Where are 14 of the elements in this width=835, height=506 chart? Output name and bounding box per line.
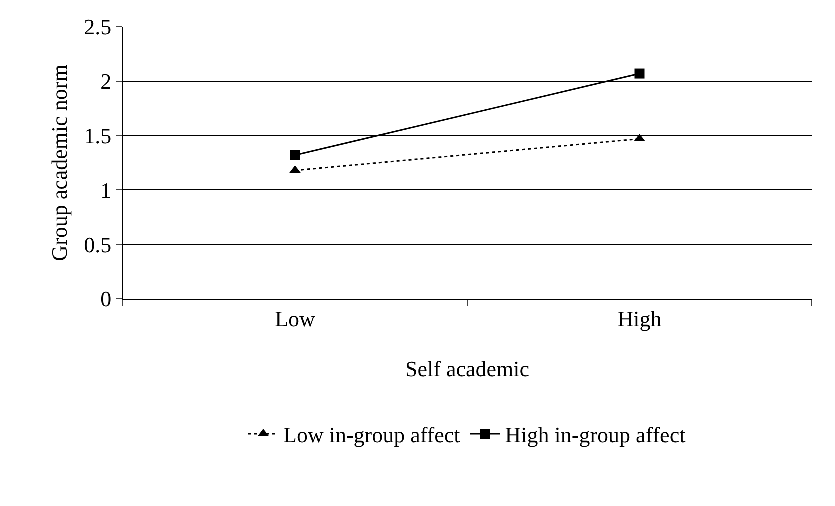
point (634, 68, 645, 79)
point (290, 150, 300, 160)
y-tick-label: 1 (100, 178, 112, 203)
y-tick-label: 2.5 (84, 14, 112, 40)
y-tick-label: 2 (100, 69, 112, 94)
y-tick-label: 0.5 (84, 232, 112, 258)
x-axis-title: Self academic (406, 356, 530, 382)
y-tick-label: 1.5 (84, 124, 112, 148)
x-tick-label: Low (275, 306, 316, 332)
legend-label: High in-group affect (505, 422, 686, 448)
y-axis-title: Group academic norm (46, 64, 72, 262)
x-tick-label: High (618, 306, 662, 332)
legend-label: Low in-group affect (284, 422, 460, 448)
y-tick-label: 0 (100, 286, 112, 312)
